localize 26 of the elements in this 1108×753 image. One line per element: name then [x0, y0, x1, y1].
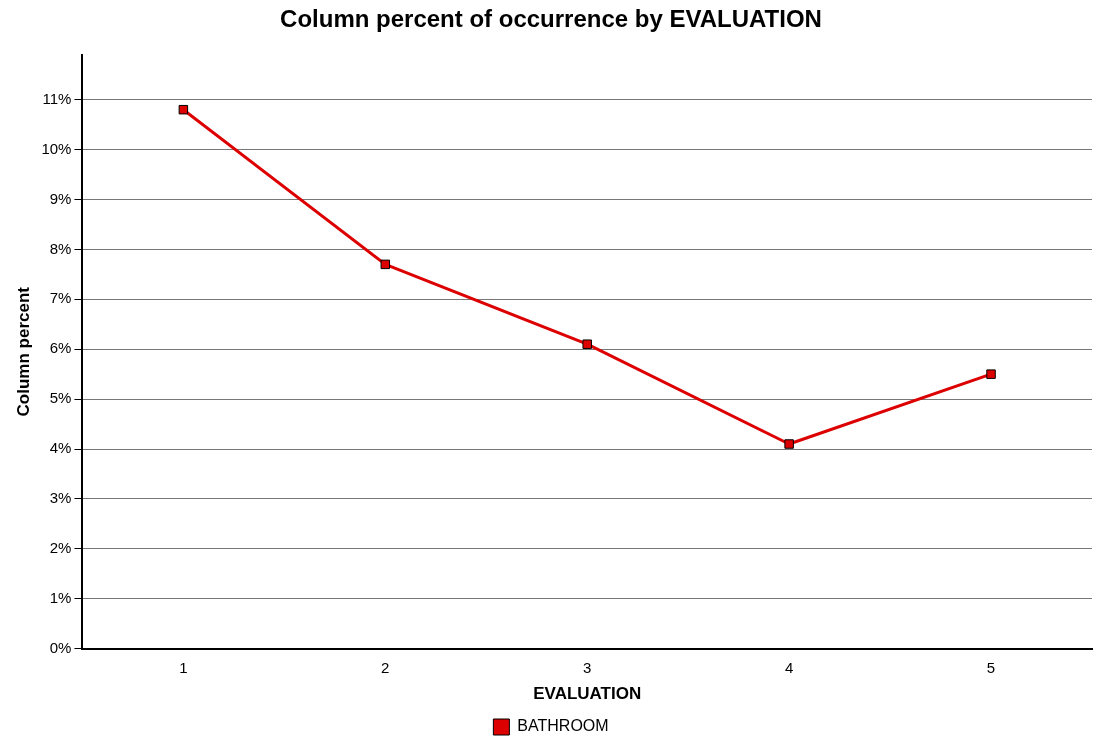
x-tick-label: 4: [784, 658, 794, 676]
x-tick-label: 5: [986, 658, 996, 676]
y-tick-label: 5%: [49, 389, 72, 407]
y-tick-label: 1%: [49, 588, 72, 606]
y-tick-label: 7%: [49, 289, 72, 307]
y-tick-label: 4%: [49, 439, 72, 457]
x-tick-label: 3: [583, 658, 592, 676]
x-tick-label: 1: [179, 658, 188, 676]
y-tick-label: 3%: [49, 489, 72, 507]
point: [178, 104, 189, 115]
chart-title: Column percent of occurrence by EVALUATION: [280, 5, 822, 33]
y-tick-label: 10%: [41, 139, 72, 157]
y-tick-label: 8%: [49, 239, 72, 257]
point: [784, 439, 794, 449]
y-tick-label: 9%: [49, 189, 72, 207]
y-tick-label: 2%: [49, 538, 72, 556]
point: [582, 339, 592, 349]
y-tick-label: 11%: [42, 89, 72, 107]
y-tick-label: 0%: [49, 638, 72, 656]
y-axis-title: Column percent: [13, 286, 33, 417]
point: [380, 259, 391, 270]
legend-label: BATHROOM: [517, 717, 609, 735]
x-axis-title: EVALUATION: [533, 684, 642, 704]
y-tick-label: 6%: [49, 339, 72, 357]
point: [986, 369, 996, 379]
x-tick-label: 2: [381, 658, 390, 676]
